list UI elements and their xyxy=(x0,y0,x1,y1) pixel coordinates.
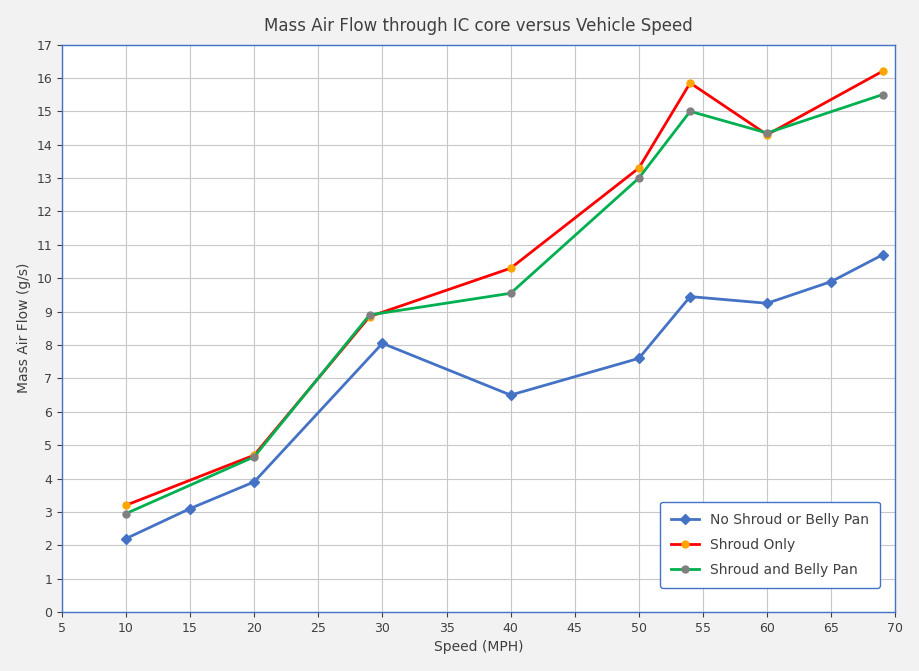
Shroud Only xyxy=(876,67,887,75)
No Shroud or Belly Pan xyxy=(120,535,131,543)
No Shroud or Belly Pan xyxy=(185,505,196,513)
Shroud Only xyxy=(505,264,516,272)
No Shroud or Belly Pan xyxy=(761,299,772,307)
Shroud and Belly Pan xyxy=(761,129,772,137)
No Shroud or Belly Pan xyxy=(505,391,516,399)
Shroud and Belly Pan xyxy=(364,311,375,319)
Shroud and Belly Pan xyxy=(120,509,131,517)
Shroud and Belly Pan xyxy=(876,91,887,99)
Shroud Only xyxy=(364,313,375,321)
No Shroud or Belly Pan xyxy=(377,340,388,348)
Line: Shroud and Belly Pan: Shroud and Belly Pan xyxy=(122,91,885,517)
Line: Shroud Only: Shroud Only xyxy=(122,68,885,509)
Shroud Only xyxy=(761,131,772,139)
Line: No Shroud or Belly Pan: No Shroud or Belly Pan xyxy=(122,252,885,542)
No Shroud or Belly Pan xyxy=(824,278,835,286)
No Shroud or Belly Pan xyxy=(684,293,695,301)
Shroud Only xyxy=(632,164,643,172)
Shroud Only xyxy=(120,501,131,509)
No Shroud or Belly Pan xyxy=(876,251,887,259)
Shroud Only xyxy=(684,79,695,87)
Shroud and Belly Pan xyxy=(632,174,643,182)
Shroud and Belly Pan xyxy=(248,453,259,461)
No Shroud or Belly Pan xyxy=(248,478,259,486)
Title: Mass Air Flow through IC core versus Vehicle Speed: Mass Air Flow through IC core versus Veh… xyxy=(264,17,692,35)
Shroud Only xyxy=(248,451,259,459)
Shroud and Belly Pan xyxy=(684,107,695,115)
Legend: No Shroud or Belly Pan, Shroud Only, Shroud and Belly Pan: No Shroud or Belly Pan, Shroud Only, Shr… xyxy=(659,502,879,588)
Y-axis label: Mass Air Flow (g/s): Mass Air Flow (g/s) xyxy=(17,263,30,393)
No Shroud or Belly Pan xyxy=(632,354,643,362)
X-axis label: Speed (MPH): Speed (MPH) xyxy=(434,640,523,654)
Shroud and Belly Pan xyxy=(505,289,516,297)
